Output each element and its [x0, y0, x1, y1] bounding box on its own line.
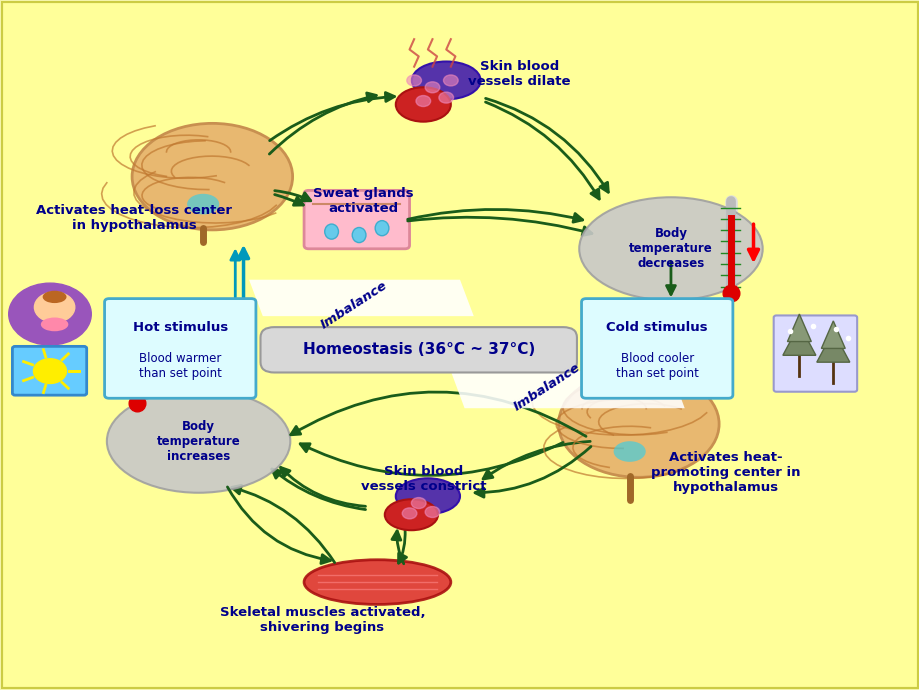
Text: Blood cooler
than set point: Blood cooler than set point [615, 352, 698, 380]
Text: Skin blood
vessels constrict: Skin blood vessels constrict [360, 465, 485, 493]
FancyBboxPatch shape [304, 190, 409, 249]
Text: Hot stimulus: Hot stimulus [132, 322, 228, 335]
FancyBboxPatch shape [773, 315, 857, 392]
Ellipse shape [613, 441, 645, 462]
Text: Activates heat-loss center
in hypothalamus: Activates heat-loss center in hypothalam… [37, 204, 233, 232]
Text: Homeostasis (36°C ~ 37°C): Homeostasis (36°C ~ 37°C) [302, 342, 534, 357]
Ellipse shape [395, 478, 460, 514]
Ellipse shape [40, 317, 68, 331]
Circle shape [443, 75, 458, 86]
Ellipse shape [352, 228, 366, 243]
Circle shape [411, 497, 425, 509]
FancyBboxPatch shape [12, 346, 86, 395]
Ellipse shape [375, 221, 389, 236]
Ellipse shape [384, 500, 437, 530]
Circle shape [33, 359, 66, 384]
Polygon shape [816, 331, 849, 362]
FancyBboxPatch shape [581, 299, 732, 398]
Ellipse shape [107, 390, 290, 493]
Ellipse shape [187, 194, 219, 215]
Ellipse shape [132, 124, 292, 230]
Polygon shape [249, 279, 473, 316]
Polygon shape [782, 324, 815, 355]
Circle shape [8, 283, 91, 345]
FancyBboxPatch shape [260, 327, 576, 373]
Ellipse shape [579, 197, 762, 300]
Text: Activates heat-
promoting center in
hypothalamus: Activates heat- promoting center in hypo… [651, 451, 800, 493]
Circle shape [34, 292, 74, 322]
Ellipse shape [395, 88, 450, 121]
Text: Imbalance: Imbalance [318, 279, 390, 331]
Text: Cold stimulus: Cold stimulus [606, 322, 708, 335]
Ellipse shape [324, 224, 338, 239]
Text: Body
temperature
increases: Body temperature increases [156, 420, 240, 463]
Circle shape [402, 508, 416, 519]
Polygon shape [787, 314, 811, 342]
Polygon shape [450, 371, 684, 408]
Circle shape [415, 95, 430, 106]
Ellipse shape [304, 560, 450, 604]
Text: Skeletal muscles activated,
shivering begins: Skeletal muscles activated, shivering be… [220, 606, 425, 634]
Ellipse shape [558, 371, 719, 477]
Text: Imbalance: Imbalance [511, 362, 583, 414]
Ellipse shape [42, 290, 66, 303]
Circle shape [425, 82, 439, 92]
Circle shape [438, 92, 453, 103]
Polygon shape [821, 321, 845, 348]
Circle shape [425, 506, 439, 518]
Text: Body
temperature
decreases: Body temperature decreases [629, 227, 712, 270]
Ellipse shape [412, 61, 480, 99]
Circle shape [406, 75, 421, 86]
Text: Blood warmer
than set point: Blood warmer than set point [139, 352, 221, 380]
FancyBboxPatch shape [105, 299, 255, 398]
Text: Sweat glands
activated: Sweat glands activated [313, 187, 414, 215]
Text: Skin blood
vessels dilate: Skin blood vessels dilate [468, 59, 571, 88]
